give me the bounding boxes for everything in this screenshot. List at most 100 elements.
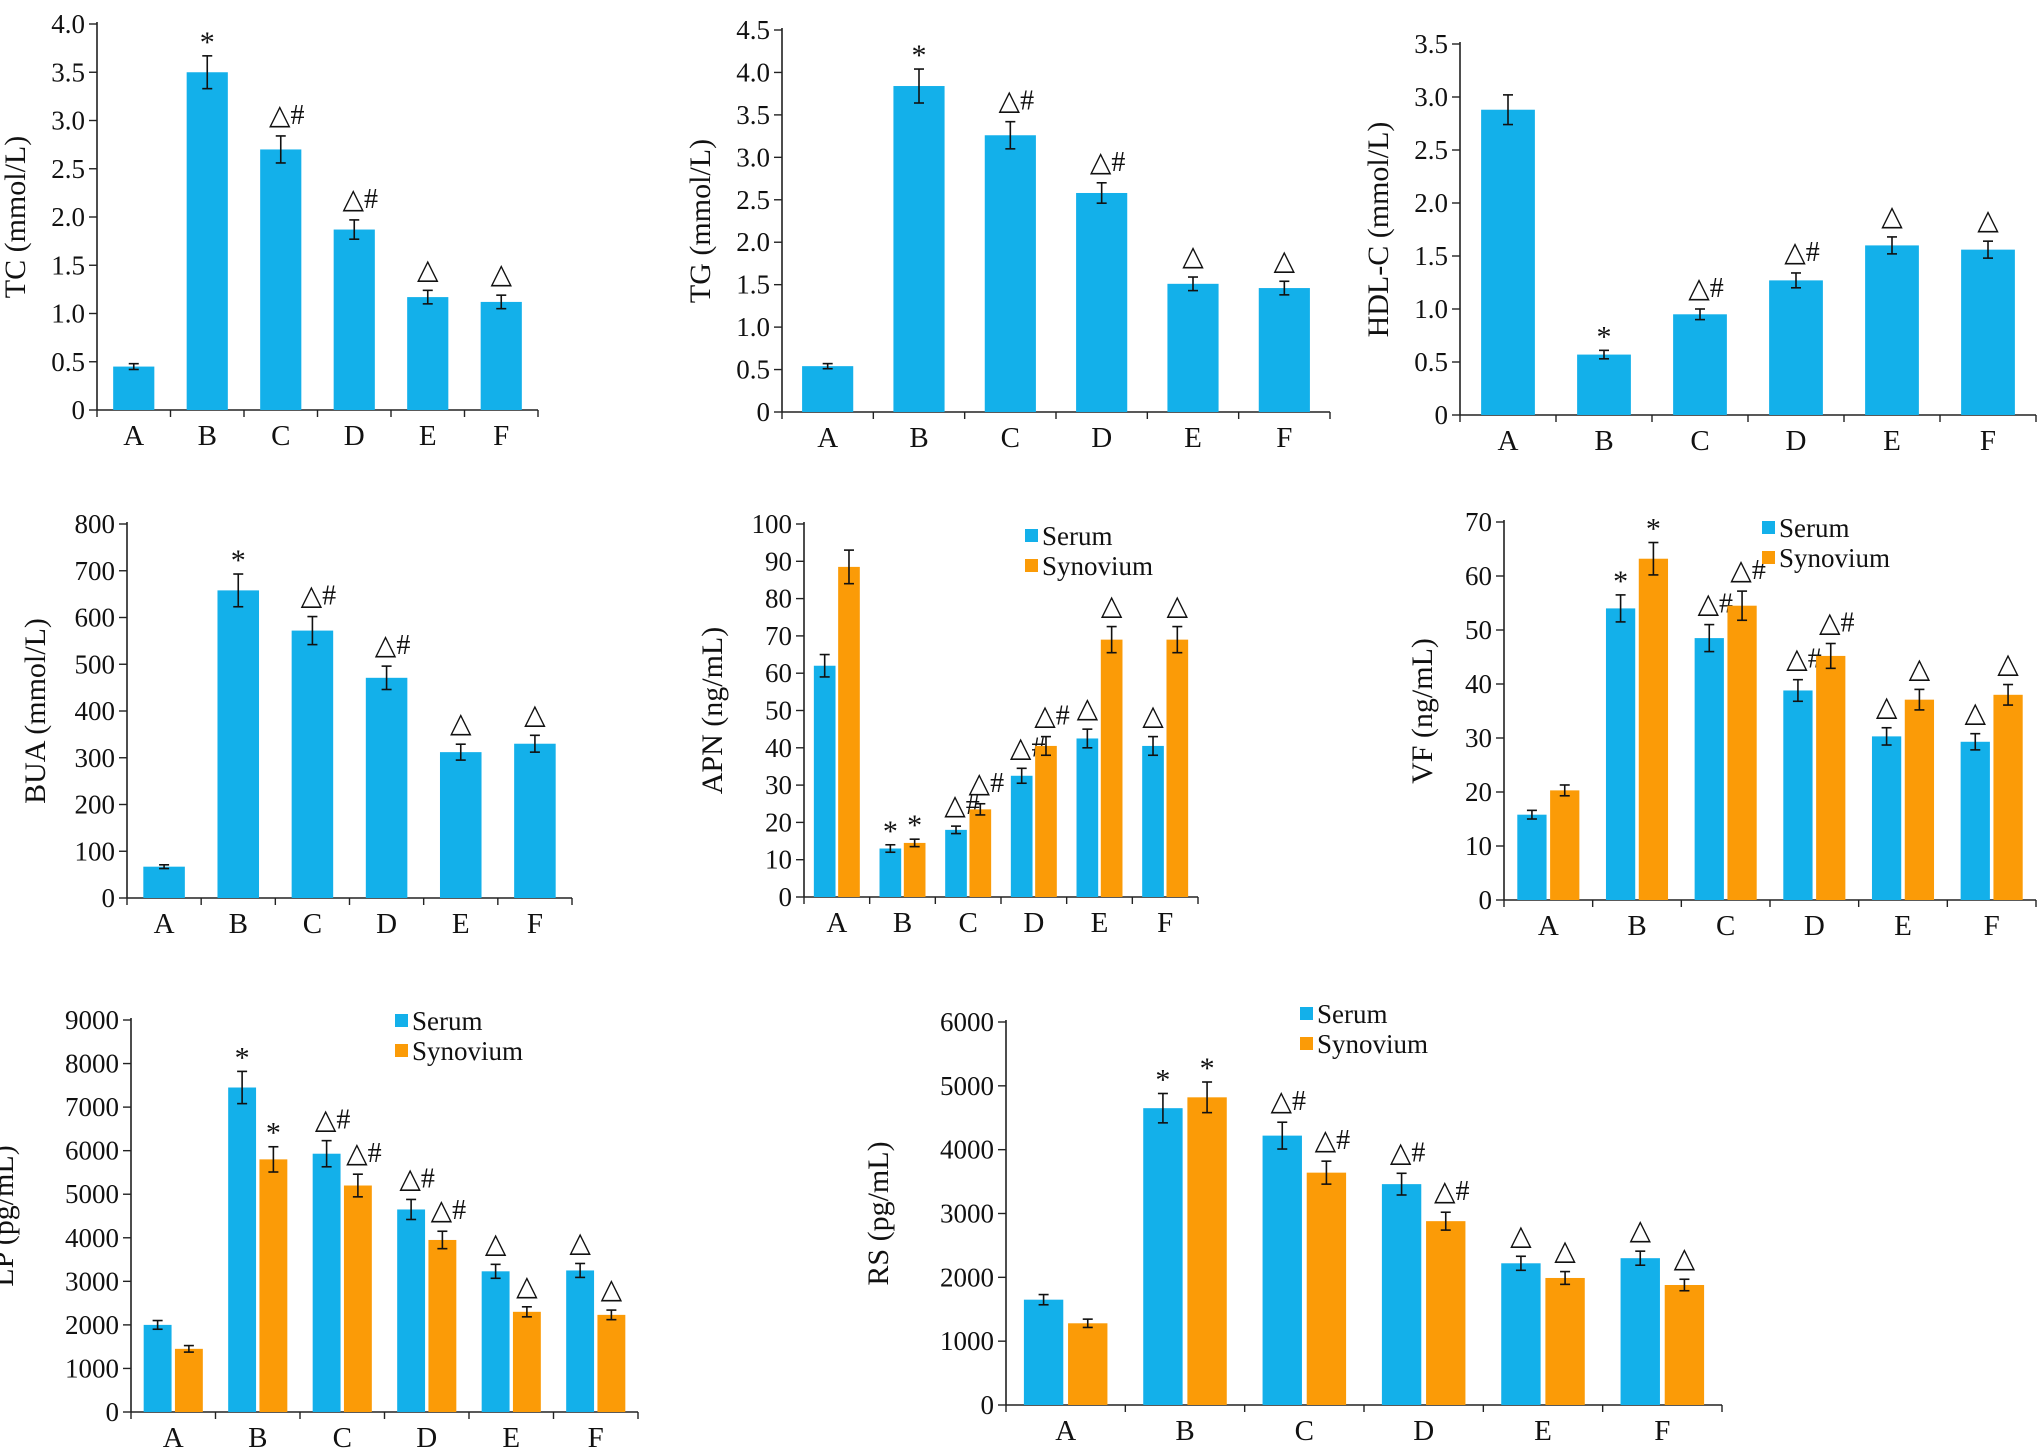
- y-tick-label: 1.0: [51, 299, 85, 329]
- y-tick-label: 100: [75, 836, 116, 866]
- significance-mark: △#: [969, 768, 1005, 799]
- y-tick-label: 0: [1479, 885, 1493, 915]
- bar-serum-C: [1694, 638, 1724, 900]
- x-tick-label: C: [1716, 910, 1735, 942]
- x-tick-label: D: [1023, 907, 1044, 939]
- x-tick-label: C: [1295, 1415, 1314, 1447]
- y-axis-title: APN (ng/mL): [696, 627, 729, 795]
- significance-mark: *: [1597, 320, 1612, 353]
- y-tick-label: 0: [72, 395, 86, 425]
- y-tick-label: 20: [1465, 777, 1492, 807]
- bar-synovium-C: [343, 1185, 372, 1412]
- bar-value-B: [893, 86, 945, 412]
- x-tick-label: B: [1627, 910, 1646, 942]
- legend-label-synovium: Synovium: [1779, 543, 1890, 573]
- y-axis-title: TC (mmol/L): [0, 136, 32, 298]
- significance-mark: △#: [1315, 1125, 1351, 1156]
- y-axis-title: RS (pg/mL): [862, 1141, 895, 1285]
- legend-swatch-synovium: [1762, 551, 1775, 564]
- bar-value-B: [217, 590, 260, 898]
- x-tick-label: C: [958, 907, 977, 939]
- y-tick-label: 500: [75, 649, 116, 679]
- bar-synovium-C: [1727, 605, 1757, 900]
- x-tick-label: A: [1498, 425, 1519, 457]
- bar-synovium-D: [1816, 655, 1846, 900]
- significance-mark: △#: [1090, 147, 1126, 178]
- significance-mark: △: [1554, 1236, 1576, 1267]
- y-tick-label: 50: [1465, 615, 1492, 645]
- bar-serum-B: [879, 848, 902, 897]
- x-tick-label: C: [1001, 422, 1020, 454]
- significance-mark: △#: [1697, 589, 1733, 620]
- y-tick-label: 100: [752, 509, 793, 539]
- y-axis-title: TG (mmol/L): [684, 139, 717, 303]
- bar-value-C: [1673, 314, 1727, 415]
- significance-mark: *: [907, 809, 922, 842]
- x-tick-label: F: [588, 1422, 604, 1454]
- y-tick-label: 40: [1465, 669, 1492, 699]
- bar-serum-A: [1517, 814, 1547, 900]
- y-tick-label: 700: [75, 556, 116, 586]
- y-tick-label: 0: [1435, 400, 1449, 430]
- legend-swatch-serum: [1762, 521, 1775, 534]
- y-axis-title: VF (ng/mL): [1406, 638, 1439, 784]
- significance-mark: △: [1977, 205, 1999, 236]
- x-tick-label: D: [1413, 1415, 1434, 1447]
- bar-synovium-F: [1993, 694, 2023, 900]
- x-tick-label: B: [1175, 1415, 1194, 1447]
- bar-value-D: [333, 229, 375, 410]
- bar-serum-D: [397, 1209, 426, 1412]
- y-tick-label: 40: [765, 733, 792, 763]
- x-tick-label: A: [163, 1422, 184, 1454]
- significance-mark: △: [1274, 245, 1296, 276]
- bar-serum-F: [566, 1270, 595, 1412]
- bar-value-A: [143, 866, 185, 898]
- y-tick-label: 0.5: [1414, 347, 1448, 377]
- bar-value-E: [1167, 283, 1219, 412]
- significance-mark: △#: [1819, 608, 1855, 639]
- y-tick-label: 3.0: [736, 142, 770, 172]
- significance-mark: △: [1881, 201, 1903, 232]
- y-tick-label: 20: [765, 807, 792, 837]
- bar-value-B: [186, 72, 228, 410]
- y-tick-label: 70: [1465, 507, 1492, 537]
- significance-mark: △#: [1270, 1086, 1306, 1117]
- significance-mark: *: [235, 1041, 250, 1074]
- y-tick-label: 600: [75, 603, 116, 633]
- bar-serum-E: [481, 1271, 510, 1412]
- significance-mark: △#: [1390, 1137, 1426, 1168]
- y-tick-label: 0: [757, 397, 771, 427]
- y-tick-label: 2.0: [736, 227, 770, 257]
- y-tick-label: 3.0: [1414, 82, 1448, 112]
- significance-mark: *: [200, 26, 215, 59]
- bar-value-A: [113, 366, 155, 410]
- bar-synovium-B: [1187, 1097, 1227, 1405]
- legend-swatch-synovium: [1300, 1037, 1313, 1050]
- x-tick-label: E: [419, 420, 437, 452]
- x-tick-label: C: [303, 908, 322, 940]
- bar-serum-E: [1871, 736, 1902, 900]
- x-tick-label: B: [909, 422, 928, 454]
- x-tick-label: D: [416, 1422, 437, 1454]
- bar-serum-E: [1076, 738, 1099, 897]
- x-tick-label: F: [1980, 425, 1996, 457]
- y-axis-title: BUA (mmol/L): [19, 618, 52, 804]
- x-tick-label: A: [1055, 1415, 1076, 1447]
- significance-mark: △: [1182, 241, 1204, 272]
- y-tick-label: 2.0: [1414, 188, 1448, 218]
- bar-synovium-E: [1100, 639, 1123, 897]
- significance-mark: △: [569, 1227, 591, 1258]
- y-axis-title: LP (pg/mL): [0, 1145, 20, 1286]
- y-axis-title: HDL-C (mmol/L): [1362, 122, 1395, 338]
- y-tick-label: 3000: [65, 1266, 119, 1296]
- chart-panel-8: 0 1000 2000 3000 4000 5000 6000 A B C D E F RS (pg/mL…: [862, 999, 1723, 1447]
- y-tick-label: 5000: [65, 1179, 119, 1209]
- bar-serum-B: [1143, 1108, 1183, 1405]
- y-tick-label: 8000: [65, 1049, 119, 1079]
- significance-mark: △: [1510, 1220, 1532, 1251]
- y-tick-label: 50: [765, 696, 792, 726]
- y-tick-label: 70: [765, 621, 792, 651]
- bar-serum-A: [1023, 1299, 1064, 1405]
- y-tick-label: 1.5: [51, 250, 85, 280]
- x-tick-label: A: [154, 908, 175, 940]
